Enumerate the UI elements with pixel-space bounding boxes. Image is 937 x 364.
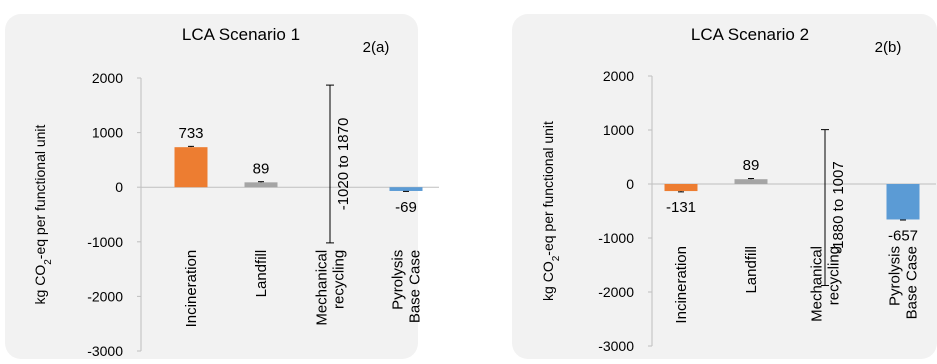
y-axis-label-rest: -eq per functional unit — [540, 121, 556, 256]
y-axis-label: kg CO2-eq per functional unit — [32, 124, 54, 304]
y-tick-label: -3000 — [87, 343, 123, 359]
x-category-label: Incineration — [673, 246, 690, 324]
chart-title: LCA Scenario 1 — [182, 25, 300, 44]
bar-1 — [664, 184, 698, 192]
x-category-label: Base Case — [407, 250, 424, 323]
x-category-label: Mechanical — [809, 246, 826, 322]
range-bar-label: -1880 to 1007 — [830, 161, 847, 254]
x-category-label: Landfill — [743, 246, 760, 294]
y-axis-label: kg CO2-eq per functional unit — [540, 121, 562, 301]
data-label-1: -131 — [666, 199, 696, 216]
x-category-label: Incineration — [183, 250, 200, 328]
x-category-label: Mechanical — [314, 250, 331, 326]
x-category-label: Pyrolysis — [390, 250, 407, 310]
bar-1 — [174, 147, 208, 188]
y-axis-label-subscript: 2 — [551, 255, 562, 261]
panel-background — [512, 14, 937, 359]
x-category-label: Landfill — [253, 250, 270, 298]
y-tick-label: 1000 — [92, 125, 123, 141]
y-axis-label-main: kg CO — [540, 261, 556, 301]
y-tick-label: 0 — [626, 176, 634, 192]
y-tick-label: -2000 — [87, 288, 123, 304]
y-tick-label: -1000 — [598, 230, 634, 246]
bar-2 — [734, 179, 768, 184]
data-label-4: -657 — [888, 227, 918, 244]
y-tick-label: -2000 — [598, 284, 634, 300]
data-label-4: -69 — [395, 199, 417, 216]
y-tick-label: 2000 — [92, 70, 123, 86]
chart-panel-1: LCA Scenario 1 2(a) kg CO2-eq per function… — [5, 14, 439, 359]
data-label-1: 733 — [178, 125, 203, 142]
panel-label: 2(b) — [875, 39, 902, 56]
chart-panel-2: LCA Scenario 2 2(b) kg CO2-eq per function… — [512, 14, 937, 359]
y-tick-label: 1000 — [603, 122, 634, 138]
bar-2 — [244, 182, 278, 188]
x-category-label: recycling — [331, 250, 348, 309]
bar-4 — [886, 184, 920, 220]
x-category-label: Pyrolysis — [887, 246, 904, 306]
x-category-label: recycling — [826, 246, 843, 305]
y-axis-label-subscript: 2 — [43, 259, 54, 265]
panel-label: 2(a) — [363, 39, 390, 56]
x-category-label: Base Case — [904, 246, 921, 319]
y-axis-label-main: kg CO — [32, 265, 48, 305]
y-tick-label: -3000 — [598, 338, 634, 354]
data-label-2: 89 — [253, 160, 270, 177]
y-tick-label: 0 — [115, 179, 123, 195]
y-tick-label: 2000 — [603, 68, 634, 84]
bar-4 — [389, 187, 423, 191]
y-axis-label-rest: -eq per functional unit — [32, 124, 48, 259]
data-label-2: 89 — [743, 157, 760, 174]
range-bar-label: -1020 to 1870 — [335, 118, 352, 211]
panel-background — [5, 14, 418, 359]
chart-title: LCA Scenario 2 — [691, 25, 809, 44]
y-tick-label: -1000 — [87, 234, 123, 250]
